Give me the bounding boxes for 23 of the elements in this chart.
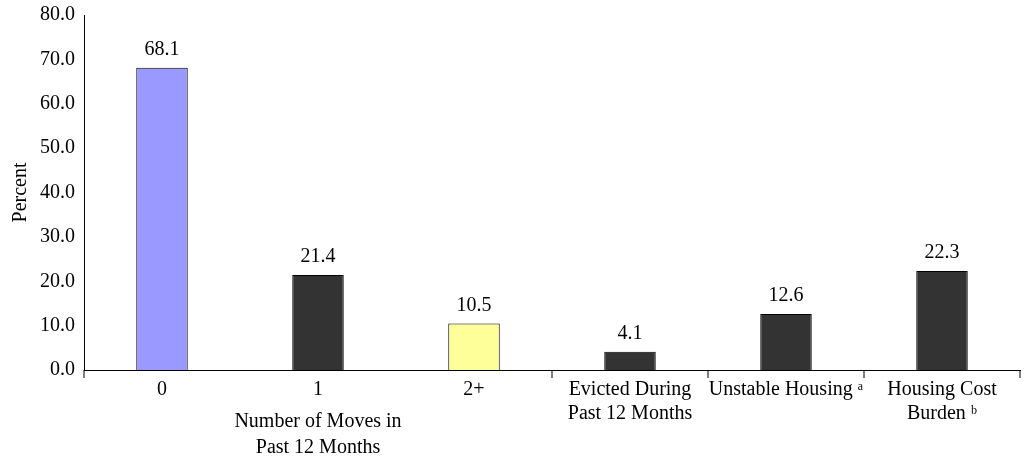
x-tick-label: 0 — [157, 377, 167, 400]
y-tick-label: 30.0 — [40, 224, 75, 247]
x-tick-label: Evicted During Past 12 Months — [567, 377, 693, 424]
y-tick-label: 80.0 — [40, 2, 75, 25]
y-tick-label: 20.0 — [40, 268, 75, 291]
x-tick-label: 2+ — [463, 377, 485, 400]
data-label: 10.5 — [456, 292, 492, 315]
data-label: 68.1 — [144, 37, 180, 60]
text: Number of Moves in Past 12 Months — [234, 409, 402, 458]
data-label: 21.4 — [300, 244, 336, 267]
y-tick-label: 70.0 — [40, 46, 75, 69]
x-tick-label: Unstable Housing ᵃ — [708, 377, 864, 401]
x-tick-label: Housing Cost Burden ᵇ — [887, 377, 998, 424]
y-tick-label: 50.0 — [40, 135, 75, 158]
x-tick-label: 1 — [313, 377, 323, 400]
y-tick-label: 40.0 — [40, 179, 75, 202]
y-tick-label: 10.0 — [40, 312, 75, 335]
data-label: 4.1 — [617, 321, 643, 344]
data-label: 22.3 — [924, 240, 960, 263]
y-axis-title: Percent — [8, 162, 31, 223]
data-label: 12.6 — [768, 283, 804, 306]
y-tick-label: 0.0 — [50, 357, 75, 380]
y-tick-label: 60.0 — [40, 91, 75, 113]
